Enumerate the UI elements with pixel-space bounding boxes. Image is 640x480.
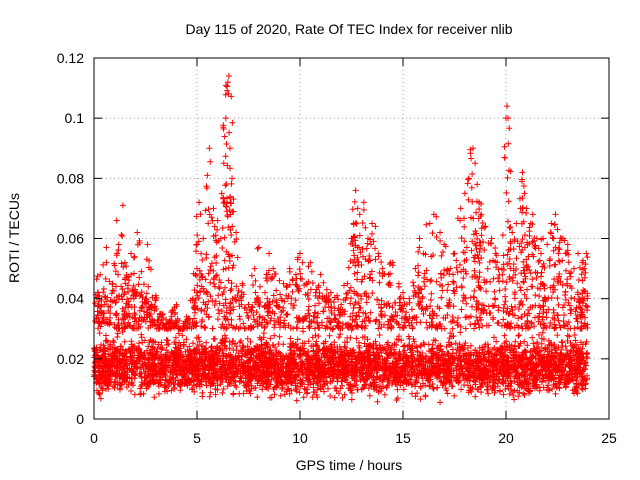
data-point	[326, 332, 333, 339]
data-point	[279, 384, 286, 391]
data-point	[140, 360, 147, 367]
data-point	[370, 356, 377, 363]
data-point	[247, 390, 254, 397]
data-point	[512, 338, 519, 345]
data-point	[555, 344, 562, 351]
data-point	[131, 391, 138, 398]
data-points	[91, 73, 591, 406]
data-point	[103, 337, 110, 344]
data-point	[294, 336, 301, 343]
data-point	[287, 335, 294, 342]
data-point	[400, 386, 407, 393]
data-point	[467, 342, 474, 349]
data-point	[412, 393, 419, 400]
data-point	[121, 338, 128, 345]
data-point	[444, 390, 451, 397]
data-point	[269, 371, 276, 378]
data-point	[417, 396, 424, 403]
data-point	[554, 332, 561, 339]
data-point	[203, 339, 210, 346]
data-point	[348, 389, 355, 396]
chart-title: Day 115 of 2020, Rate Of TEC Index for r…	[185, 21, 512, 37]
data-point	[366, 392, 373, 399]
data-point	[535, 331, 542, 338]
data-point	[516, 332, 523, 339]
data-point	[447, 341, 454, 348]
data-point	[529, 334, 536, 341]
data-point	[571, 331, 578, 338]
data-point	[172, 334, 179, 341]
data-point	[206, 393, 213, 400]
data-point	[417, 383, 424, 390]
data-point	[467, 384, 474, 391]
data-point	[163, 347, 170, 354]
data-point	[506, 390, 513, 397]
data-point	[478, 389, 485, 396]
data-point	[158, 339, 165, 346]
data-point	[481, 374, 488, 381]
data-point	[135, 340, 142, 347]
data-point	[379, 377, 386, 384]
data-point	[461, 381, 468, 388]
data-point	[138, 363, 145, 370]
data-point	[236, 390, 243, 397]
data-point	[511, 396, 518, 403]
data-point	[270, 386, 277, 393]
data-point	[538, 379, 545, 386]
data-point	[244, 335, 251, 342]
data-point	[288, 387, 295, 394]
data-point	[515, 393, 522, 400]
data-point	[500, 391, 507, 398]
data-point	[370, 380, 377, 387]
data-point	[524, 342, 531, 349]
data-point	[502, 386, 509, 392]
data-point	[419, 375, 426, 382]
data-point	[452, 340, 459, 347]
data-point	[171, 386, 178, 393]
data-point	[563, 347, 570, 354]
data-point	[155, 390, 162, 397]
data-point	[567, 348, 574, 355]
data-point	[458, 386, 465, 393]
data-point	[406, 376, 413, 383]
data-point	[151, 394, 158, 401]
data-point	[190, 340, 197, 347]
data-point	[411, 338, 418, 345]
data-point	[102, 332, 109, 339]
data-point	[394, 386, 401, 393]
data-point	[223, 335, 230, 342]
data-point	[381, 391, 388, 398]
data-point	[260, 330, 267, 337]
